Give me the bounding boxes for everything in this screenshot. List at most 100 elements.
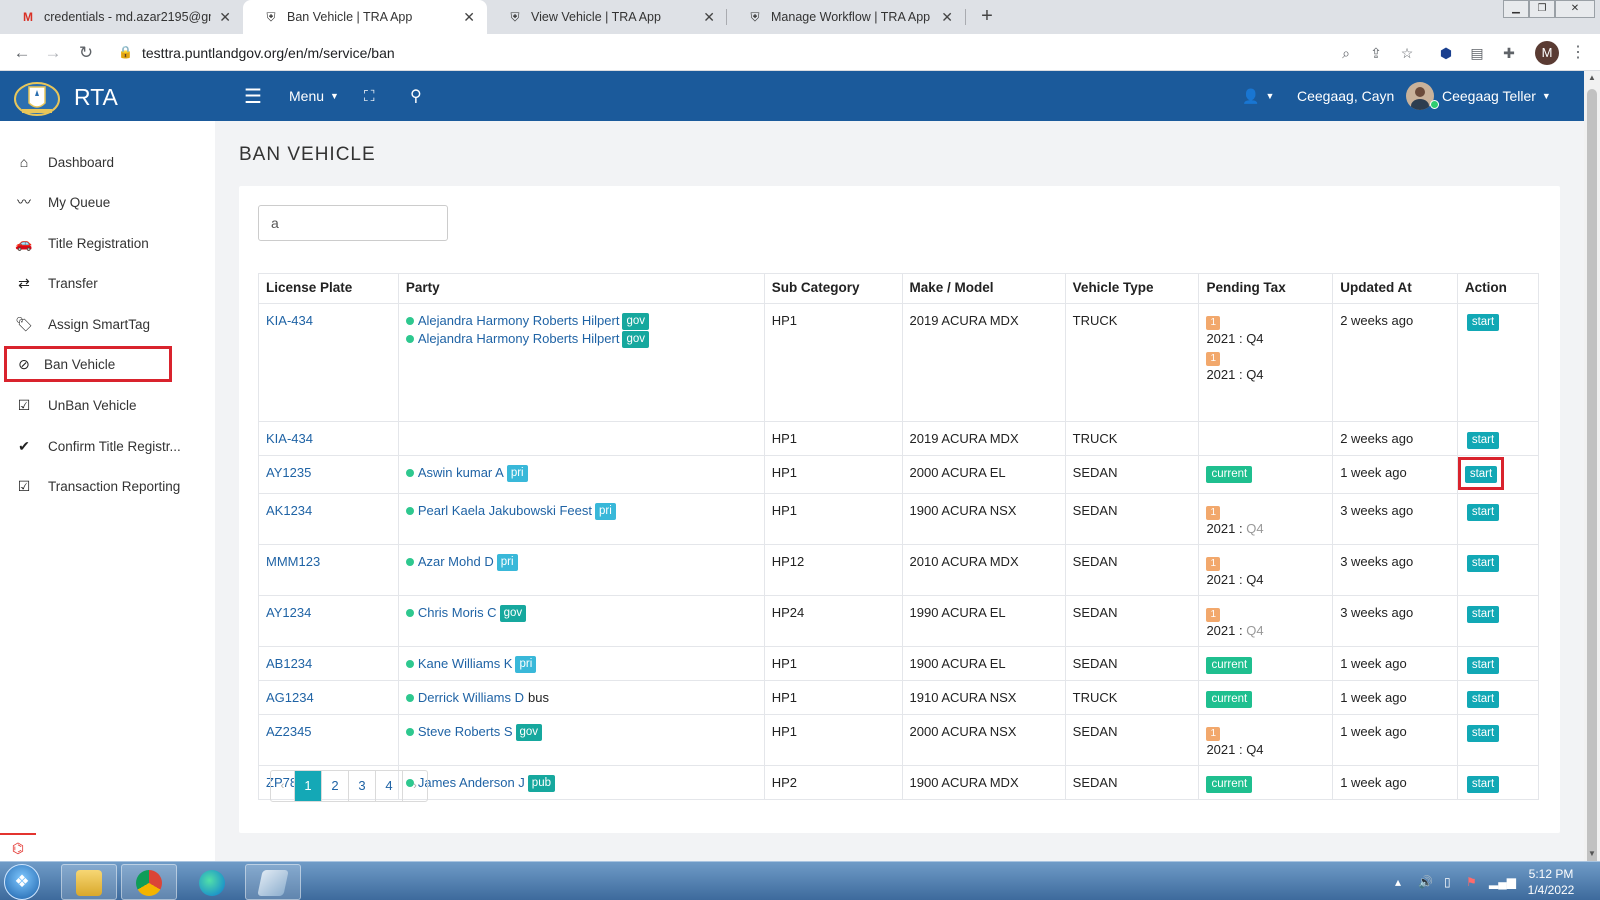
pagination-page[interactable]: 1 [295,771,322,801]
party-link[interactable]: Aswin kumar A [417,465,504,480]
column-header[interactable]: Pending Tax [1198,273,1334,304]
close-icon[interactable]: ✕ [463,8,475,25]
column-header[interactable]: Make / Model [901,273,1066,304]
start-button[interactable]: start [1466,725,1500,742]
taskbar-explorer[interactable] [61,864,117,900]
pagination-page[interactable]: 3 [349,771,376,801]
party-link[interactable]: Azar Mohd D [417,554,494,569]
extensions-puzzle-icon[interactable]: ✚ [1503,45,1515,61]
tray-show-hidden-icon[interactable]: ▴ [1395,874,1402,889]
taskbar-chrome[interactable] [121,864,177,900]
start-button[interactable]: start [1466,555,1500,572]
sidebar-item-assign-smarttag[interactable]: 🏷 Assign SmartTag [0,304,215,344]
hamburger-icon[interactable]: ☰ [244,85,262,108]
party-link[interactable]: Chris Moris C [417,605,497,620]
sidebar-item-confirm-title-registration[interactable]: ✔ Confirm Title Registr... [0,426,215,466]
taskbar-clock[interactable]: 5:12 PM 1/4/2022 [1516,866,1586,898]
plate-link[interactable]: KIA-434 [266,313,313,328]
party-link[interactable]: James Anderson J [417,775,525,790]
crest-logo-icon[interactable] [12,77,62,117]
address-bar[interactable]: 🔒 testtra.puntlandgov.org/en/m/service/b… [112,38,1574,68]
party-link[interactable]: Pearl Kaela Jakubowski Feest [417,503,592,518]
plate-link[interactable]: AY1234 [266,605,312,620]
forward-icon[interactable]: → [44,43,62,62]
close-icon[interactable]: ✕ [219,8,231,25]
plate-link[interactable]: AY1235 [266,465,312,480]
search-input[interactable] [258,205,448,241]
party-link[interactable]: Steve Roberts S [417,724,513,739]
pagination-next[interactable]: › [413,780,417,792]
scrollbar-thumb[interactable] [1587,89,1597,869]
back-icon[interactable]: ← [13,43,31,62]
account-dropdown[interactable]: Ceegaag Teller ▼ [1406,71,1551,121]
start-button[interactable]: start [1466,606,1500,623]
page-scrollbar[interactable]: ▲ ▼ [1584,71,1600,869]
start-button[interactable]: start [1466,314,1500,331]
column-header[interactable]: Updated At [1332,273,1458,304]
plate-link[interactable]: KIA-434 [266,431,313,446]
signal-icon[interactable]: ▂▄▆ [1489,874,1516,889]
sidebar-item-transaction-reporting[interactable]: ☑ Transaction Reporting [0,466,215,506]
pagination-prev[interactable]: ‹ [271,771,295,801]
network-warning-icon[interactable]: ⚑ [1466,874,1477,889]
start-button[interactable]: start [1466,504,1500,521]
party-link[interactable]: Derrick Williams D [417,690,525,705]
column-header[interactable]: Sub Category [763,273,903,304]
start-button[interactable]: start [1466,657,1500,674]
taskbar-notes-app[interactable] [245,864,301,900]
plate-link[interactable]: AB1234 [266,656,313,671]
column-header[interactable]: License Plate [258,273,399,304]
start-button[interactable]: start [1466,776,1500,793]
reload-icon[interactable]: ↻ [78,43,94,62]
menu-dropdown[interactable]: Menu ▼ [289,71,339,121]
column-header[interactable]: Vehicle Type [1064,273,1200,304]
user-short-name[interactable]: Ceegaag, Cayn [1297,88,1395,104]
plate-link[interactable]: MMM123 [266,554,321,569]
restore-button[interactable]: ❐ [1529,0,1555,18]
extension-clipboard-icon[interactable]: ▤ [1470,45,1484,61]
taskbar-edge[interactable] [184,864,240,900]
start-button[interactable]: start [1466,691,1500,708]
star-icon[interactable]: ☆ [1400,45,1414,61]
pagination-page[interactable]: 2 [322,771,349,801]
laravel-debugbar-icon[interactable]: ⌬ [0,833,36,861]
sidebar-item-title-registration[interactable]: 🚗 Title Registration [0,223,215,263]
share-icon[interactable]: ⇪ [1370,45,1382,61]
party-link[interactable]: Kane Williams K [417,656,513,671]
plate-link[interactable]: AZ2345 [266,724,312,739]
extension-shield-icon[interactable]: ⬢ [1439,45,1453,61]
windows-start-icon[interactable] [4,864,40,900]
close-window-button[interactable]: ✕ [1555,0,1595,18]
profile-avatar[interactable]: M [1535,41,1559,65]
column-header[interactable]: Party [397,273,765,304]
party-link[interactable]: Alejandra Harmony Roberts Hilpert [417,331,620,346]
volume-icon[interactable]: 🔊 [1418,874,1433,889]
column-header[interactable]: Action [1456,273,1540,304]
zoom-icon[interactable]: ⌕ [1342,45,1350,61]
start-button[interactable]: start [1464,466,1498,483]
brand-name[interactable]: RTA [74,84,118,110]
close-icon[interactable]: ✕ [703,8,715,25]
minimize-button[interactable]: ▁ [1503,0,1529,18]
browser-tab-ban-vehicle[interactable]: ⛨ Ban Vehicle | TRA App ✕ [243,0,487,34]
sidebar-item-my-queue[interactable]: 〰 My Queue [0,182,215,222]
user-menu-dropdown[interactable]: 👤 ▼ [1242,71,1274,121]
url-text[interactable]: testtra.puntlandgov.org/en/m/service/ban [142,45,395,61]
sidebar-item-transfer[interactable]: ⇄ Transfer [0,263,215,303]
fullscreen-icon[interactable]: ⛶ [364,87,375,105]
scroll-up-icon[interactable]: ▲ [1588,73,1596,82]
plate-link[interactable]: AG1234 [266,690,314,705]
start-button[interactable]: start [1466,432,1500,449]
browser-tab-view-vehicle[interactable]: ⛨ View Vehicle | TRA App ✕ [487,0,727,34]
browser-menu-icon[interactable]: ⋮ [1570,44,1586,61]
close-icon[interactable]: ✕ [941,8,953,25]
search-icon[interactable]: ⚲ [410,88,422,105]
scroll-down-icon[interactable]: ▼ [1588,849,1596,858]
sidebar-item-unban-vehicle[interactable]: ☑ UnBan Vehicle [0,385,215,425]
sidebar-item-ban-vehicle[interactable]: ⊘ Ban Vehicle [4,346,172,382]
plate-link[interactable]: AK1234 [266,503,313,518]
pagination-page[interactable]: 4 [376,771,403,801]
party-link[interactable]: Alejandra Harmony Roberts Hilpert [417,313,620,328]
new-tab-button[interactable]: + [981,5,993,27]
sidebar-item-dashboard[interactable]: ⌂ Dashboard [0,142,215,182]
